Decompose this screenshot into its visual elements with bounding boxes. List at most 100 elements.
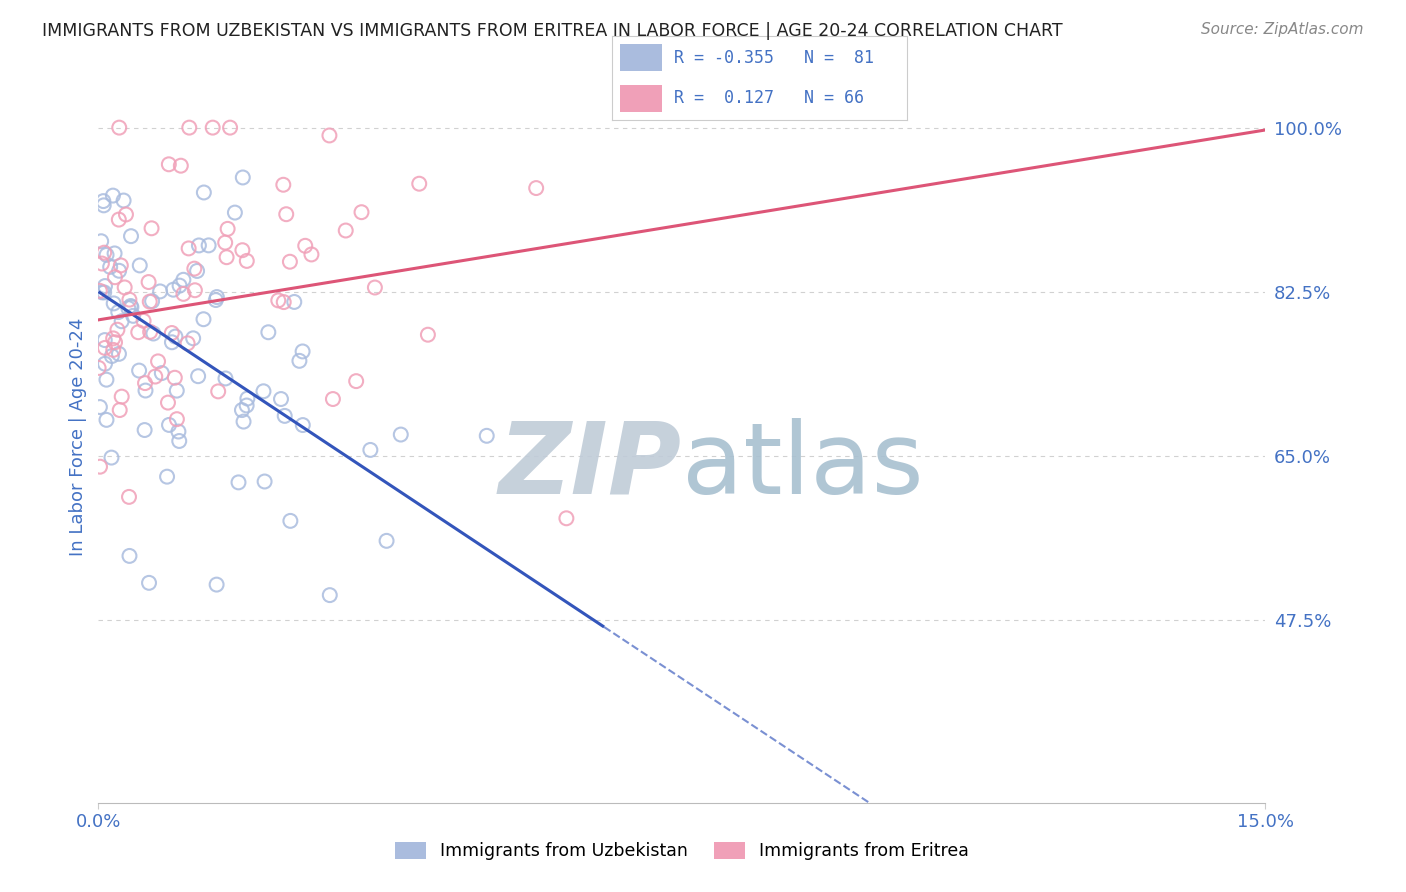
Point (217, 222, 239, 236)
Point (232, 170, 254, 185)
Point (107, 305, 129, 319)
Point (138, 275, 160, 289)
Bar (620, 85, 662, 112)
Point (112, 194, 135, 208)
Point (118, 293, 141, 307)
Point (94, 279, 117, 293)
Point (156, 395, 179, 409)
Point (98, 260, 121, 274)
Point (359, 442, 381, 457)
Point (108, 403, 131, 417)
Point (291, 418, 314, 433)
Point (193, 186, 215, 200)
Point (172, 286, 194, 301)
Point (94, 333, 117, 347)
Point (122, 309, 145, 323)
Point (150, 366, 173, 380)
Point (156, 469, 179, 483)
Point (214, 371, 236, 385)
Point (389, 427, 412, 442)
Point (104, 335, 127, 350)
Point (87, 360, 110, 375)
Point (142, 326, 165, 341)
Point (134, 423, 156, 437)
Point (252, 384, 274, 399)
Point (231, 403, 253, 417)
Point (224, 205, 246, 219)
Point (89, 400, 111, 414)
Point (294, 239, 316, 253)
Text: atlas: atlas (682, 417, 924, 515)
Point (163, 370, 186, 384)
Point (104, 270, 127, 285)
Point (120, 300, 142, 314)
Point (276, 207, 298, 221)
Point (103, 246, 125, 260)
Point (141, 294, 163, 309)
Point (273, 295, 295, 310)
Point (273, 409, 295, 423)
Point (101, 331, 124, 345)
Point (187, 238, 209, 252)
Point (90, 256, 112, 270)
Point (253, 475, 276, 489)
Point (219, 120, 242, 135)
Point (111, 314, 134, 328)
Point (236, 392, 259, 406)
Point (89, 459, 111, 474)
Legend: Immigrants from Uzbekistan, Immigrants from Eritrea: Immigrants from Uzbekistan, Immigrants f… (388, 835, 976, 867)
Point (201, 120, 224, 135)
Point (165, 329, 187, 343)
Point (101, 188, 124, 202)
Point (139, 325, 162, 339)
Point (103, 296, 125, 310)
Point (114, 280, 136, 294)
Point (167, 434, 190, 448)
Point (118, 549, 141, 563)
Point (94, 357, 117, 371)
Point (335, 223, 357, 237)
Point (93, 198, 115, 212)
Point (91, 285, 114, 300)
Point (94, 341, 117, 355)
Point (118, 490, 141, 504)
Point (214, 235, 236, 250)
Point (291, 344, 314, 359)
Point (318, 128, 340, 143)
Point (344, 374, 367, 388)
Y-axis label: In Labor Force | Age 20-24: In Labor Force | Age 20-24 (69, 318, 87, 557)
Text: IMMIGRANTS FROM UZBEKISTAN VS IMMIGRANTS FROM ERITREA IN LABOR FORCE | AGE 20-24: IMMIGRANTS FROM UZBEKISTAN VS IMMIGRANTS… (42, 22, 1063, 40)
Point (90, 234, 112, 248)
Point (235, 399, 257, 413)
Point (228, 475, 250, 490)
Point (236, 254, 259, 268)
Point (134, 384, 156, 398)
Point (127, 325, 149, 339)
Point (120, 229, 142, 244)
Point (138, 575, 160, 590)
Point (101, 349, 124, 363)
Point (96, 373, 118, 387)
Point (408, 177, 430, 191)
Point (184, 283, 207, 297)
Point (232, 415, 254, 429)
Point (108, 347, 131, 361)
Point (117, 301, 139, 315)
Point (280, 514, 302, 528)
Point (197, 238, 219, 252)
Point (162, 283, 184, 297)
Point (555, 511, 578, 525)
Point (146, 354, 169, 368)
Point (110, 259, 132, 273)
Point (207, 384, 229, 399)
Point (176, 336, 198, 351)
Point (270, 392, 292, 406)
Point (186, 264, 208, 278)
Point (301, 247, 323, 261)
Point (91, 194, 114, 208)
Point (103, 343, 125, 357)
Point (267, 293, 290, 308)
Point (475, 429, 498, 443)
Point (157, 417, 180, 432)
Point (141, 221, 163, 235)
